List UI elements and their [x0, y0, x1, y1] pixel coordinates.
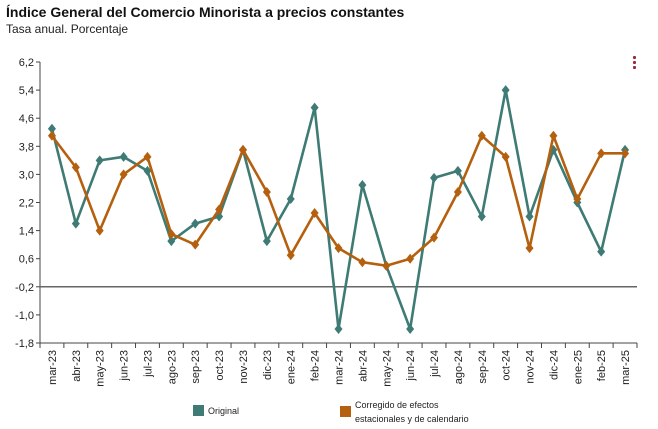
y-tick-label: -1,0 [15, 310, 34, 322]
corregido-point [47, 130, 56, 141]
original-point [477, 211, 486, 222]
x-tick-label: dic-23 [262, 350, 274, 380]
corregido-point [406, 253, 415, 264]
x-tick-label: ene-24 [286, 350, 298, 384]
original-point [597, 246, 606, 257]
corregido-point [621, 148, 630, 159]
y-tick-label: -0,2 [15, 282, 34, 294]
more-vertical-icon[interactable] [632, 56, 638, 72]
x-tick-label: sep-24 [477, 350, 489, 384]
corregido-point [501, 151, 510, 162]
legend-label-corregido-line1: Corregido de efectos [355, 400, 439, 410]
original-point [143, 165, 152, 176]
series-original-line [50, 88, 627, 331]
x-tick-label: may-24 [381, 350, 393, 387]
corregido-point [262, 186, 271, 197]
original-point [71, 218, 80, 229]
corregido-point [525, 243, 534, 254]
x-tick-label: jul-24 [429, 350, 441, 378]
corregido-point [238, 144, 247, 155]
x-tick-label: abr-24 [357, 350, 369, 382]
corregido-point [119, 169, 128, 180]
corregido-point [143, 151, 152, 162]
x-tick-label: dic-24 [548, 350, 560, 380]
corregido-point [573, 193, 582, 204]
y-tick-label: 1,4 [19, 226, 34, 238]
corregido-point [286, 250, 295, 261]
original-point [95, 155, 104, 166]
corregido-point [549, 130, 558, 141]
y-tick-label: -1,8 [15, 338, 34, 350]
original-point [262, 236, 271, 247]
corregido-point [71, 162, 80, 173]
legend-label-corregido-line2: estacionales y de calendario [355, 414, 469, 424]
original-point [310, 102, 319, 113]
x-tick-label: feb-25 [596, 350, 608, 381]
original-point [47, 123, 56, 134]
x-tick-label: mar-24 [334, 350, 346, 385]
corregido-point [191, 239, 200, 250]
original-point [191, 218, 200, 229]
corregido-point [95, 225, 104, 236]
legend-swatch-original [193, 405, 204, 416]
y-tick-label: 2,2 [19, 198, 34, 210]
corregido-point [167, 229, 176, 240]
corregido-point [215, 204, 224, 215]
chart-subtitle: Tasa anual. Porcentaje [6, 22, 129, 36]
original-point [501, 85, 510, 96]
corregido-point [453, 186, 462, 197]
x-tick-label: jun-23 [119, 350, 131, 382]
x-tick-label: jul-23 [142, 350, 154, 378]
x-tick-label: oct-23 [214, 350, 226, 381]
original-point [525, 211, 534, 222]
x-tick-label: sep-23 [190, 350, 202, 384]
y-tick-label: 3,0 [19, 169, 34, 181]
y-tick-label: 3,8 [19, 141, 34, 153]
x-tick-label: feb-24 [310, 350, 322, 381]
chart-title: Índice General del Comercio Minorista a … [6, 4, 405, 20]
original-point [430, 172, 439, 183]
y-tick-label: 6,2 [19, 57, 34, 69]
x-tick-label: abr-23 [71, 350, 83, 382]
y-tick-label: 5,4 [19, 85, 34, 97]
x-tick-label: may-23 [95, 350, 107, 387]
corregido-point [310, 208, 319, 219]
x-tick-label: nov-24 [525, 350, 537, 384]
x-tick-label: ago-23 [166, 350, 178, 384]
corregido-point [334, 243, 343, 254]
original-point [358, 179, 367, 190]
x-tick-label: ene-25 [572, 350, 584, 384]
corregido-point [597, 148, 606, 159]
legend-label-original: Original [208, 406, 239, 416]
original-point [406, 323, 415, 334]
y-tick-label: 4,6 [19, 113, 34, 125]
corregido-point [430, 232, 439, 243]
original-point [334, 323, 343, 334]
x-tick-label: nov-23 [238, 350, 250, 384]
x-tick-label: oct-24 [501, 350, 513, 381]
y-tick-label: 0,6 [19, 254, 34, 266]
x-tick-label: mar-23 [47, 350, 59, 385]
corregido-point [382, 260, 391, 271]
corregido-point [477, 130, 486, 141]
corregido-point [358, 257, 367, 268]
x-tick-label: ago-24 [453, 350, 465, 384]
legend-swatch-corregido [340, 406, 351, 417]
original-point [453, 165, 462, 176]
original-point [286, 193, 295, 204]
original-point [167, 236, 176, 247]
original-point [119, 151, 128, 162]
x-tick-label: jun-24 [405, 350, 417, 382]
x-tick-label: mar-25 [620, 350, 632, 385]
